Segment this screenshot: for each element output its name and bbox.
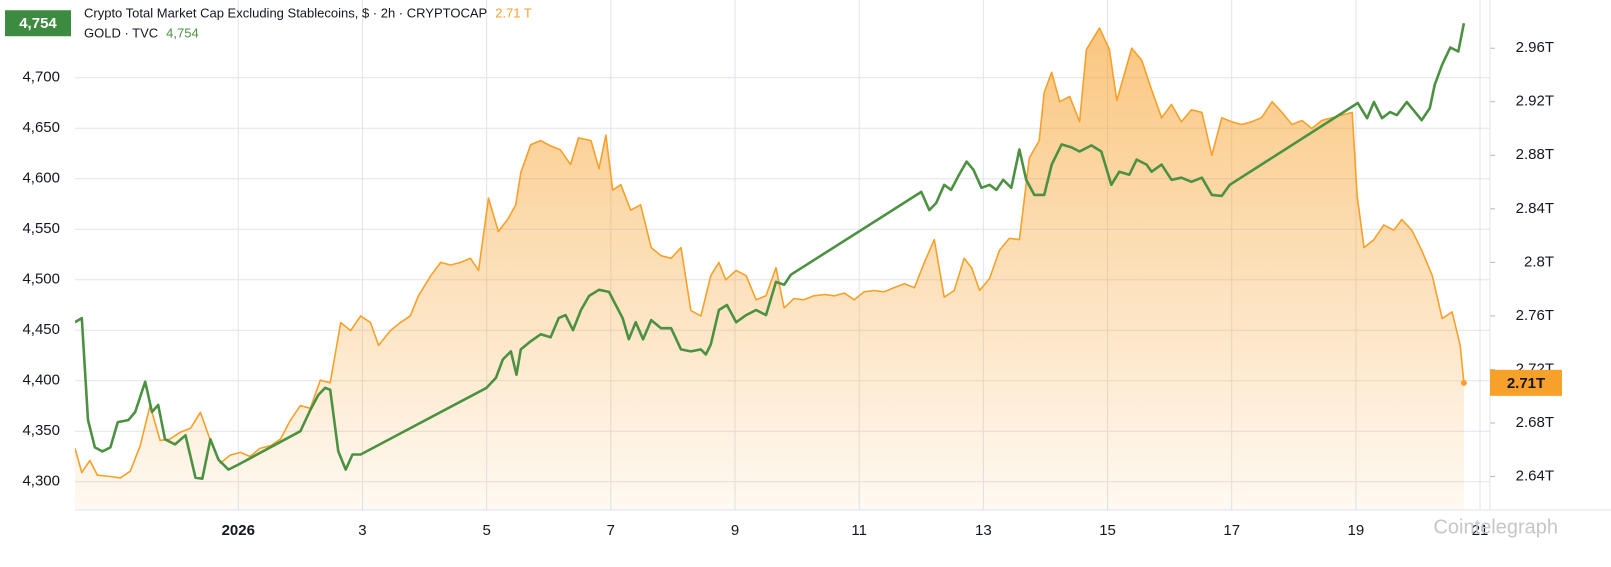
last-point [1460,379,1467,386]
x-tick-label: 21 [1472,522,1489,539]
legend-value: 4,754 [166,25,199,40]
line [75,27,1465,479]
y-tick-label: 4,450 [22,321,60,338]
y-tick-label: 4,300 [22,473,60,490]
x-tick-label: 19 [1348,522,1365,539]
y-tick-label: 4,500 [22,271,60,288]
watermark: Cointelegraph [1433,516,1558,538]
x-tick-label: 11 [851,522,867,539]
y-tick-label: 4,600 [22,170,60,187]
x-tick-label: 5 [482,522,490,539]
price-badge-label: 4,754 [19,15,57,32]
plot-area [75,22,1467,510]
y-tick-label: 4,550 [22,220,60,237]
axes: 4,300 4,350 4,400 4,450 4,500 4,550 4,600 4,650… [5,0,1611,539]
legend-name: GOLD · TVC [84,25,158,40]
price-badge-label: 2.71T [1507,375,1545,392]
y-tick-label: 4,350 [22,422,60,439]
legend-value: 2.71 T [495,5,532,20]
y2-tick-label: 2.64T [1516,468,1554,485]
y-tick-label: 4,650 [22,119,60,136]
line [75,22,1466,480]
price-badge [5,10,71,37]
x-tick-label: 7 [607,522,615,539]
x-tick-label: 15 [1099,522,1116,539]
y2-tick-label: 2.96T [1516,39,1554,56]
y-tick-label: 4,700 [22,69,60,86]
y2-tick-label: 2.84T [1516,200,1554,217]
y2-tick-label: 2.88T [1516,146,1554,163]
x-tick-label: 9 [731,522,739,539]
y2-tick-label: 2.8T [1524,253,1554,270]
legend-name: Crypto Total Market Cap Excluding Stable… [84,5,487,20]
y2-tick-label: 2.92T [1516,93,1554,110]
area [75,28,1464,510]
x-tick-label: 17 [1223,522,1240,539]
y-tick-label: 4,400 [22,372,60,389]
y2-tick-label: 2.76T [1516,307,1554,324]
x-tick-label: 3 [358,522,366,539]
x-tick-label: 2026 [222,522,255,539]
price-badge [1490,369,1562,396]
x-tick-label: 13 [975,522,992,539]
y2-tick-label: 2.68T [1516,414,1554,431]
